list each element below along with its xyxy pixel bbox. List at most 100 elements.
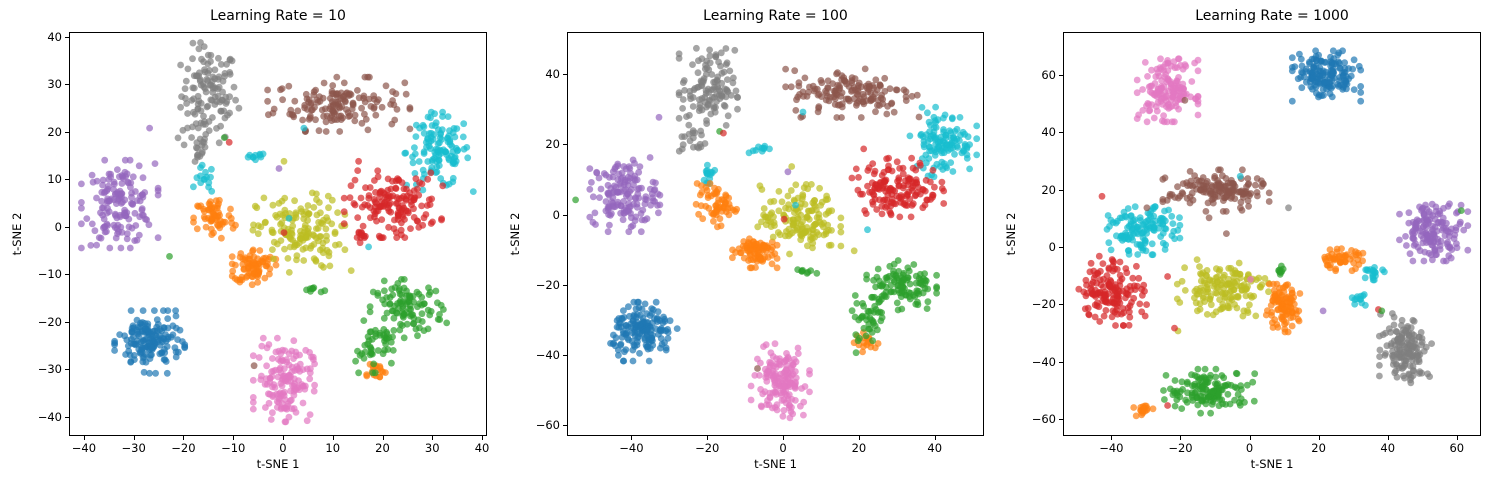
y-tick-mark [563, 214, 567, 216]
x-tick-label: 20 [1311, 441, 1326, 455]
plot-area [567, 32, 984, 436]
x-tick-label: −20 [171, 441, 196, 455]
y-tick-mark [65, 36, 69, 38]
y-tick-label: 0 [1048, 239, 1056, 254]
x-tick-label: 0 [779, 441, 787, 455]
scatter-points [78, 39, 477, 426]
x-tick-label: 40 [474, 441, 490, 455]
y-tick-mark [65, 179, 69, 181]
y-tick-label: 30 [47, 77, 62, 92]
x-tick-label: 20 [851, 441, 867, 455]
x-axis-label: t-SNE 1 [754, 457, 797, 471]
y-tick-label: 10 [47, 172, 62, 187]
x-tick-label: −30 [121, 441, 146, 455]
x-tick-mark [858, 436, 860, 440]
y-tick-mark [65, 84, 69, 86]
plot-area [69, 32, 487, 436]
y-tick-mark [65, 321, 69, 323]
y-tick-mark [563, 74, 567, 76]
x-tick-mark [282, 436, 284, 440]
x-tick-label: 0 [1245, 441, 1254, 455]
y-tick-label: 20 [47, 124, 62, 139]
subplot-title: Learning Rate = 100 [703, 8, 848, 24]
y-tick-mark [65, 369, 69, 371]
plot-area [1063, 32, 1481, 436]
y-tick-label: 0 [552, 207, 560, 222]
x-tick-mark [83, 436, 85, 440]
x-tick-label: −40 [1099, 441, 1124, 455]
x-tick-label: 40 [1380, 441, 1396, 455]
x-tick-mark [482, 436, 484, 440]
subplot-title: Learning Rate = 10 [210, 8, 346, 24]
y-axis-label: t-SNE 2 [1004, 212, 1018, 256]
x-tick-mark [432, 436, 434, 440]
y-tick-label: −20 [535, 277, 560, 292]
x-tick-label: 60 [1449, 441, 1465, 455]
x-tick-mark [1111, 436, 1113, 440]
y-tick-label: −30 [37, 362, 62, 377]
y-tick-mark [65, 226, 69, 228]
x-tick-label: 40 [927, 441, 943, 455]
y-tick-label: −20 [1031, 297, 1056, 312]
y-tick-mark [1059, 132, 1063, 134]
y-tick-label: −60 [535, 418, 560, 433]
y-tick-label: −60 [1031, 411, 1056, 426]
y-tick-label: 40 [545, 67, 560, 82]
y-tick-label: 0 [54, 219, 62, 234]
x-tick-mark [1249, 436, 1251, 440]
x-tick-label: 10 [325, 441, 341, 455]
x-tick-mark [707, 436, 709, 440]
y-tick-label: −10 [37, 267, 62, 282]
x-tick-mark [233, 436, 235, 440]
y-tick-mark [1059, 74, 1063, 76]
x-tick-mark [1180, 436, 1182, 440]
x-tick-mark [934, 436, 936, 440]
x-tick-mark [332, 436, 334, 440]
y-tick-label: −40 [37, 409, 62, 424]
x-tick-mark [382, 436, 384, 440]
y-tick-label: 40 [47, 29, 62, 44]
x-tick-label: −10 [221, 441, 246, 455]
x-tick-label: 30 [424, 441, 440, 455]
y-tick-mark [1059, 418, 1063, 420]
x-tick-mark [1387, 436, 1389, 440]
x-tick-label: −40 [619, 441, 644, 455]
subplot-title: Learning Rate = 1000 [1195, 8, 1349, 24]
y-tick-mark [65, 131, 69, 133]
x-axis-label: t-SNE 1 [1250, 457, 1294, 471]
y-tick-label: −20 [37, 314, 62, 329]
scatter-points [572, 44, 981, 422]
y-tick-label: −40 [1031, 354, 1056, 369]
x-tick-label: −40 [71, 441, 97, 455]
y-tick-mark [563, 284, 567, 286]
x-tick-label: 0 [279, 441, 287, 455]
y-tick-label: 20 [1041, 182, 1056, 197]
y-tick-label: 40 [1041, 125, 1056, 140]
x-tick-label: −20 [695, 441, 720, 455]
y-tick-label: 20 [545, 137, 560, 152]
x-tick-mark [183, 436, 185, 440]
scatter-points [1075, 47, 1472, 420]
y-tick-label: −40 [535, 348, 560, 363]
y-tick-mark [563, 425, 567, 427]
y-tick-mark [1059, 246, 1063, 248]
x-axis-label: t-SNE 1 [256, 457, 300, 471]
y-tick-mark [1059, 189, 1063, 191]
x-tick-label: 20 [375, 441, 390, 455]
y-tick-mark [1059, 361, 1063, 363]
y-tick-mark [563, 144, 567, 146]
x-tick-mark [631, 436, 633, 440]
x-tick-mark [133, 436, 135, 440]
y-tick-mark [563, 355, 567, 357]
x-tick-mark [1318, 436, 1320, 440]
x-tick-label: −20 [1168, 441, 1193, 455]
x-tick-mark [1456, 436, 1458, 440]
x-tick-mark [783, 436, 785, 440]
y-tick-mark [65, 416, 69, 418]
y-tick-mark [65, 274, 69, 276]
y-tick-mark [1059, 304, 1063, 306]
y-tick-label: 60 [1041, 67, 1056, 82]
